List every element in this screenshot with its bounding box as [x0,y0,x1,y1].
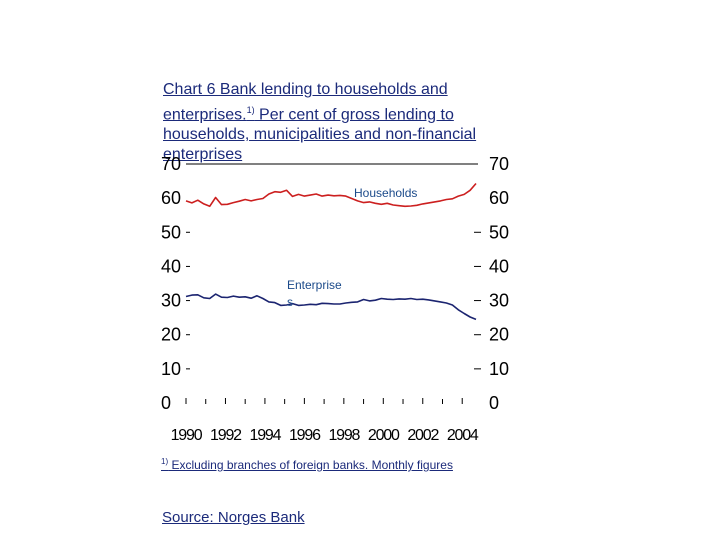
chart-title: Chart 6 Bank lending to households and e… [163,80,533,165]
source-note: Source: Norges Bank [162,509,305,526]
footnote-marker: 1) [161,457,169,466]
x-tick-label: 1994 [250,427,282,444]
series-label-enterprises: Enterprise s [287,278,342,309]
chart-title-rest: Per cent of gross lending to households,… [163,106,477,164]
y-tick-label-left: 20 [161,325,181,345]
x-tick-label: 2002 [407,427,439,444]
y-tick-label-right: 30 [489,291,509,311]
chart-title-main: Chart 6 Bank lending to households and e… [163,81,448,124]
y-tick-label-left: 30 [161,291,181,311]
footnote-text: Excluding branches of foreign banks. Mon… [168,458,453,472]
y-tick-label-left: 50 [161,222,181,242]
series-line-households [185,182,477,208]
y-tick-label-right: 60 [489,188,509,208]
x-tick-label: 1996 [289,427,321,444]
y-axis-left: 0 10 20 30 40 50 60 70 [161,154,190,413]
y-tick-label-right: 70 [489,154,509,174]
y-tick-label-right: 0 [489,393,499,413]
y-axis-right: 0 10 20 30 40 50 60 70 [474,154,509,413]
footnote: 1) Excluding branches of foreign banks. … [161,454,481,473]
x-tick-label: 1998 [328,427,360,444]
y-tick-label-right: 50 [489,222,509,242]
y-tick-label-left: 10 [161,359,181,379]
y-tick-label-right: 40 [489,256,509,276]
y-tick-label-right: 10 [489,359,509,379]
y-tick-label-left: 40 [161,256,181,276]
y-tick-label-left: 60 [161,188,181,208]
x-tick-label: 1990 [171,427,203,444]
series-line-enterprises [185,293,477,321]
y-tick-label-right: 20 [489,325,509,345]
x-axis: 1990 1992 1994 1996 1998 2000 2002 2004 [171,398,480,444]
y-tick-label-left: 70 [161,154,181,174]
chart-title-footnote-marker: 1) [246,105,255,115]
x-tick-label: 1992 [210,427,242,444]
y-tick-label-left: 0 [161,393,171,413]
series-labels: Households Enterprise s [287,186,417,309]
x-tick-label: 2004 [447,427,479,444]
x-tick-label: 2000 [368,427,400,444]
series-layer [185,182,477,321]
series-label-households: Households [354,186,417,200]
